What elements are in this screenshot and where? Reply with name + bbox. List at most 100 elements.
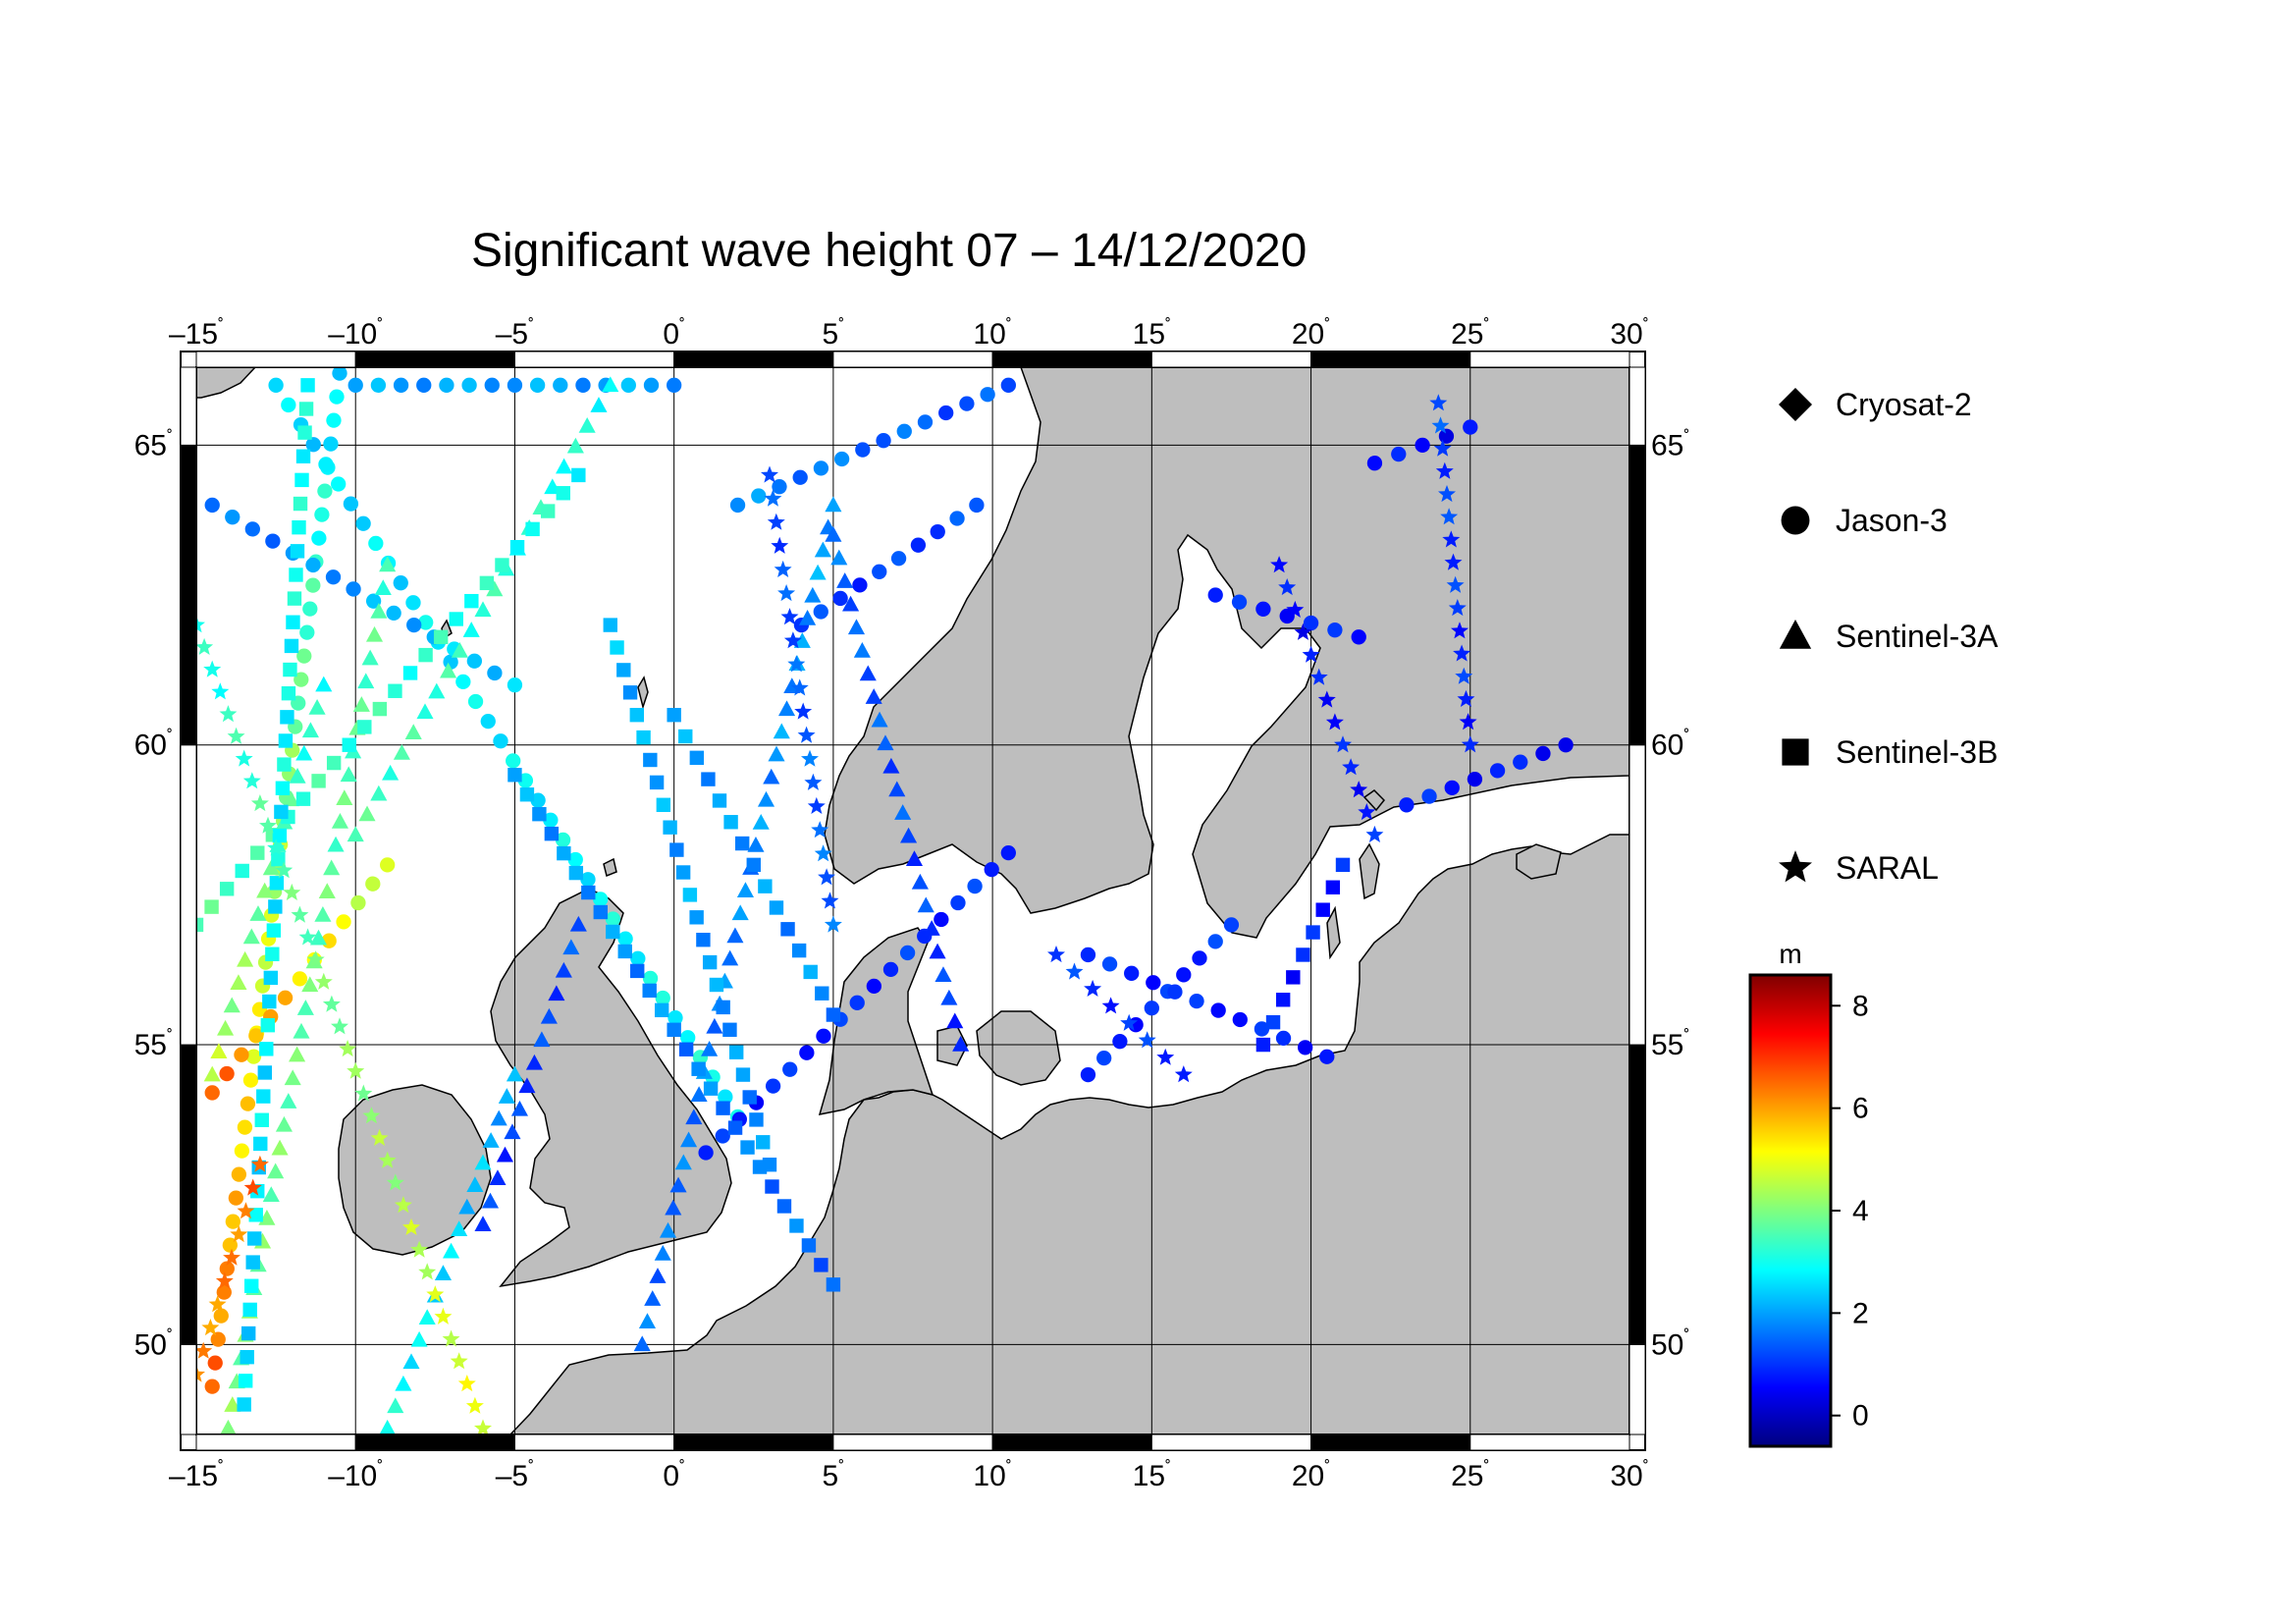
- track-point: [530, 792, 546, 808]
- lon-tick-label-bottom: 25˚: [1451, 1458, 1489, 1492]
- track-point: [1513, 754, 1528, 770]
- track-point: [466, 1176, 484, 1192]
- track-point: [794, 702, 813, 720]
- colorbar-tick-label: 6: [1852, 1093, 1869, 1125]
- track-point: [777, 700, 796, 717]
- track-point: [581, 885, 596, 900]
- track-point: [656, 797, 671, 812]
- track-point: [242, 772, 261, 789]
- track-point: [1317, 690, 1336, 708]
- track-point: [871, 711, 888, 728]
- track-point: [642, 970, 659, 987]
- track-point: [347, 377, 363, 393]
- track-point: [813, 460, 829, 476]
- track-sentinel-3b: [237, 378, 315, 1412]
- track-point: [223, 1248, 240, 1266]
- track-point: [691, 1061, 706, 1076]
- track-point: [1457, 689, 1475, 707]
- track-point: [418, 615, 434, 630]
- track-point: [1101, 997, 1120, 1014]
- track-point: [667, 377, 682, 393]
- track-point: [793, 632, 811, 648]
- track-point: [507, 677, 523, 693]
- track-point: [210, 1331, 226, 1347]
- track-point: [882, 961, 899, 978]
- track-jason-3: [698, 844, 1016, 1161]
- track-point: [326, 412, 342, 428]
- track-point: [1176, 967, 1192, 983]
- track-point: [274, 804, 289, 820]
- track-point: [262, 1186, 280, 1202]
- track-point: [814, 844, 832, 862]
- track-point: [439, 377, 454, 393]
- track-point: [418, 1309, 436, 1325]
- altimetry-tracks: [196, 367, 1574, 1434]
- track-point: [311, 530, 327, 546]
- lon-tick-label-top: 30˚: [1610, 316, 1648, 351]
- track-point: [244, 1278, 259, 1293]
- track-point: [1446, 575, 1465, 593]
- track-point: [568, 865, 584, 881]
- track-point: [250, 794, 269, 812]
- track-point: [509, 540, 525, 555]
- lat-tick-label-right: 65˚: [1651, 427, 1689, 461]
- track-point: [506, 753, 521, 769]
- track-point: [701, 1041, 719, 1056]
- track-point: [751, 488, 767, 504]
- track-point: [761, 465, 778, 483]
- colorbar: m 0 2 4 6 8: [1748, 939, 1869, 1448]
- lon-tick-label-bottom: 10˚: [973, 1458, 1011, 1492]
- track-point: [244, 521, 260, 537]
- lat-tick-label-right: 60˚: [1651, 728, 1689, 762]
- legend-item-cryosat-2: Cryosat-2: [1779, 387, 1972, 422]
- track-point: [636, 730, 651, 745]
- track-sentinel-3a: [474, 915, 587, 1232]
- track-point: [308, 699, 326, 715]
- track-point: [712, 793, 727, 808]
- track-point: [489, 1169, 507, 1186]
- lon-tick-label-bottom: 5˚: [823, 1458, 845, 1492]
- track-point: [416, 377, 432, 393]
- frame-bar: [180, 444, 197, 746]
- track-point: [295, 744, 313, 761]
- legend-item-sentinel-3a: Sentinel-3A: [1779, 619, 1999, 654]
- track-point: [365, 876, 381, 892]
- track-point: [247, 1231, 262, 1246]
- track-point: [265, 533, 281, 549]
- track-point: [406, 617, 422, 633]
- track-point: [580, 872, 596, 888]
- track-point: [1101, 956, 1118, 972]
- track-point: [1275, 993, 1291, 1007]
- track-point: [347, 826, 364, 842]
- frame-bar: [1150, 1434, 1312, 1451]
- track-point: [504, 1123, 521, 1140]
- track-point: [952, 1036, 970, 1052]
- track-point: [196, 917, 204, 933]
- track-point: [593, 904, 608, 920]
- track-point: [339, 1040, 357, 1057]
- track-point: [479, 575, 495, 591]
- frame-bar: [180, 366, 197, 446]
- track-point: [1350, 781, 1368, 798]
- track-point: [240, 1096, 256, 1111]
- track-point: [382, 764, 400, 781]
- track-point: [757, 790, 775, 807]
- track-point: [298, 928, 317, 946]
- track-point: [296, 648, 312, 664]
- track-point: [242, 928, 260, 945]
- track-point: [749, 1112, 764, 1127]
- track-point: [555, 832, 571, 848]
- frame-bar: [991, 1434, 1152, 1451]
- track-jason-3: [729, 377, 1016, 514]
- track-point: [769, 900, 784, 915]
- track-point: [825, 496, 842, 513]
- track-point: [455, 674, 471, 690]
- track-point: [1309, 668, 1328, 685]
- track-point: [791, 943, 807, 958]
- track-point: [533, 1031, 551, 1048]
- track-point: [294, 672, 309, 687]
- land-europe-mainland: [508, 766, 1629, 1434]
- track-point: [405, 595, 421, 611]
- track-point: [1065, 962, 1084, 980]
- track-point: [814, 1258, 828, 1272]
